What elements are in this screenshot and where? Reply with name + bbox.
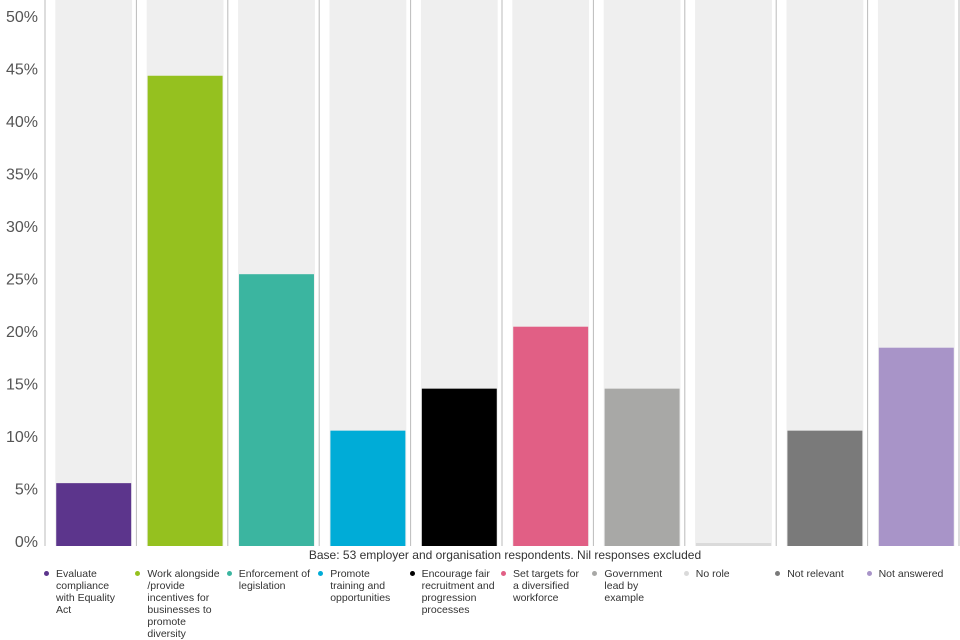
- legend-dot: [409, 571, 415, 576]
- y-tick-label: 25%: [6, 272, 38, 289]
- legend-item: Work alongside /provide incentives for b…: [135, 568, 221, 640]
- legend-item: Not answered: [866, 568, 953, 580]
- bar: [787, 430, 863, 546]
- legend-label: Work alongside /provide incentives for b…: [147, 568, 220, 640]
- legend-dot: [866, 571, 872, 576]
- bar: [513, 326, 589, 546]
- y-tick-label: 0%: [15, 534, 38, 551]
- legend-item: Evaluate compliance with Equality Act: [44, 568, 130, 616]
- column-background: [695, 0, 772, 546]
- bar: [604, 388, 680, 546]
- y-tick-label: 10%: [6, 429, 38, 446]
- bar: [330, 430, 406, 546]
- y-tick-label: 45%: [6, 62, 38, 79]
- y-tick-label: 40%: [6, 114, 38, 131]
- y-tick-label: 30%: [6, 219, 38, 236]
- bar: [878, 347, 954, 546]
- legend-item: Promote training and opportunities: [318, 568, 404, 604]
- legend-label: No role: [695, 568, 730, 580]
- y-tick-label: 35%: [6, 167, 38, 184]
- legend-label: Not relevant: [787, 568, 844, 580]
- legend-item: Set targets for a diversified workforce: [501, 568, 587, 604]
- legend-dot: [44, 571, 49, 576]
- legend-label: Enforcement of legislation: [238, 568, 310, 592]
- legend-item: Enforcement of legislation: [226, 568, 313, 592]
- legend-dot: [775, 571, 781, 576]
- y-tick-label: 50%: [6, 9, 38, 26]
- bar: [56, 483, 132, 546]
- legend-dot: [318, 571, 324, 576]
- bar: [696, 543, 771, 546]
- legend-dot: [135, 571, 141, 576]
- y-tick-label: 15%: [6, 377, 38, 394]
- bar: [421, 388, 497, 546]
- base-note: Base: 53 employer and organisation respo…: [308, 548, 702, 562]
- legend-item: Encourage fair recruitment and progressi…: [409, 568, 496, 616]
- legend-label: Not answered: [878, 568, 944, 580]
- legend-dot: [226, 571, 232, 576]
- legend-item: Government lead by example: [592, 568, 678, 604]
- legend-label: Set targets for a diversified workforce: [513, 568, 579, 604]
- bar: [147, 75, 223, 546]
- y-tick-label: 5%: [15, 482, 38, 499]
- legend-label: Government lead by example: [604, 568, 663, 604]
- legend-item: Not relevant: [775, 568, 861, 580]
- legend-dot: [592, 571, 598, 576]
- legend-label: Encourage fair recruitment and progressi…: [421, 568, 495, 616]
- bar: [239, 274, 314, 546]
- legend-label: Evaluate compliance with Equality Act: [56, 568, 115, 616]
- y-tick-label: 20%: [6, 324, 38, 341]
- legend-dot: [501, 571, 506, 576]
- legend-label: Promote training and opportunities: [330, 568, 391, 604]
- column-background: [55, 0, 133, 546]
- legend-dot: [683, 571, 689, 576]
- legend-item: No role: [683, 568, 770, 580]
